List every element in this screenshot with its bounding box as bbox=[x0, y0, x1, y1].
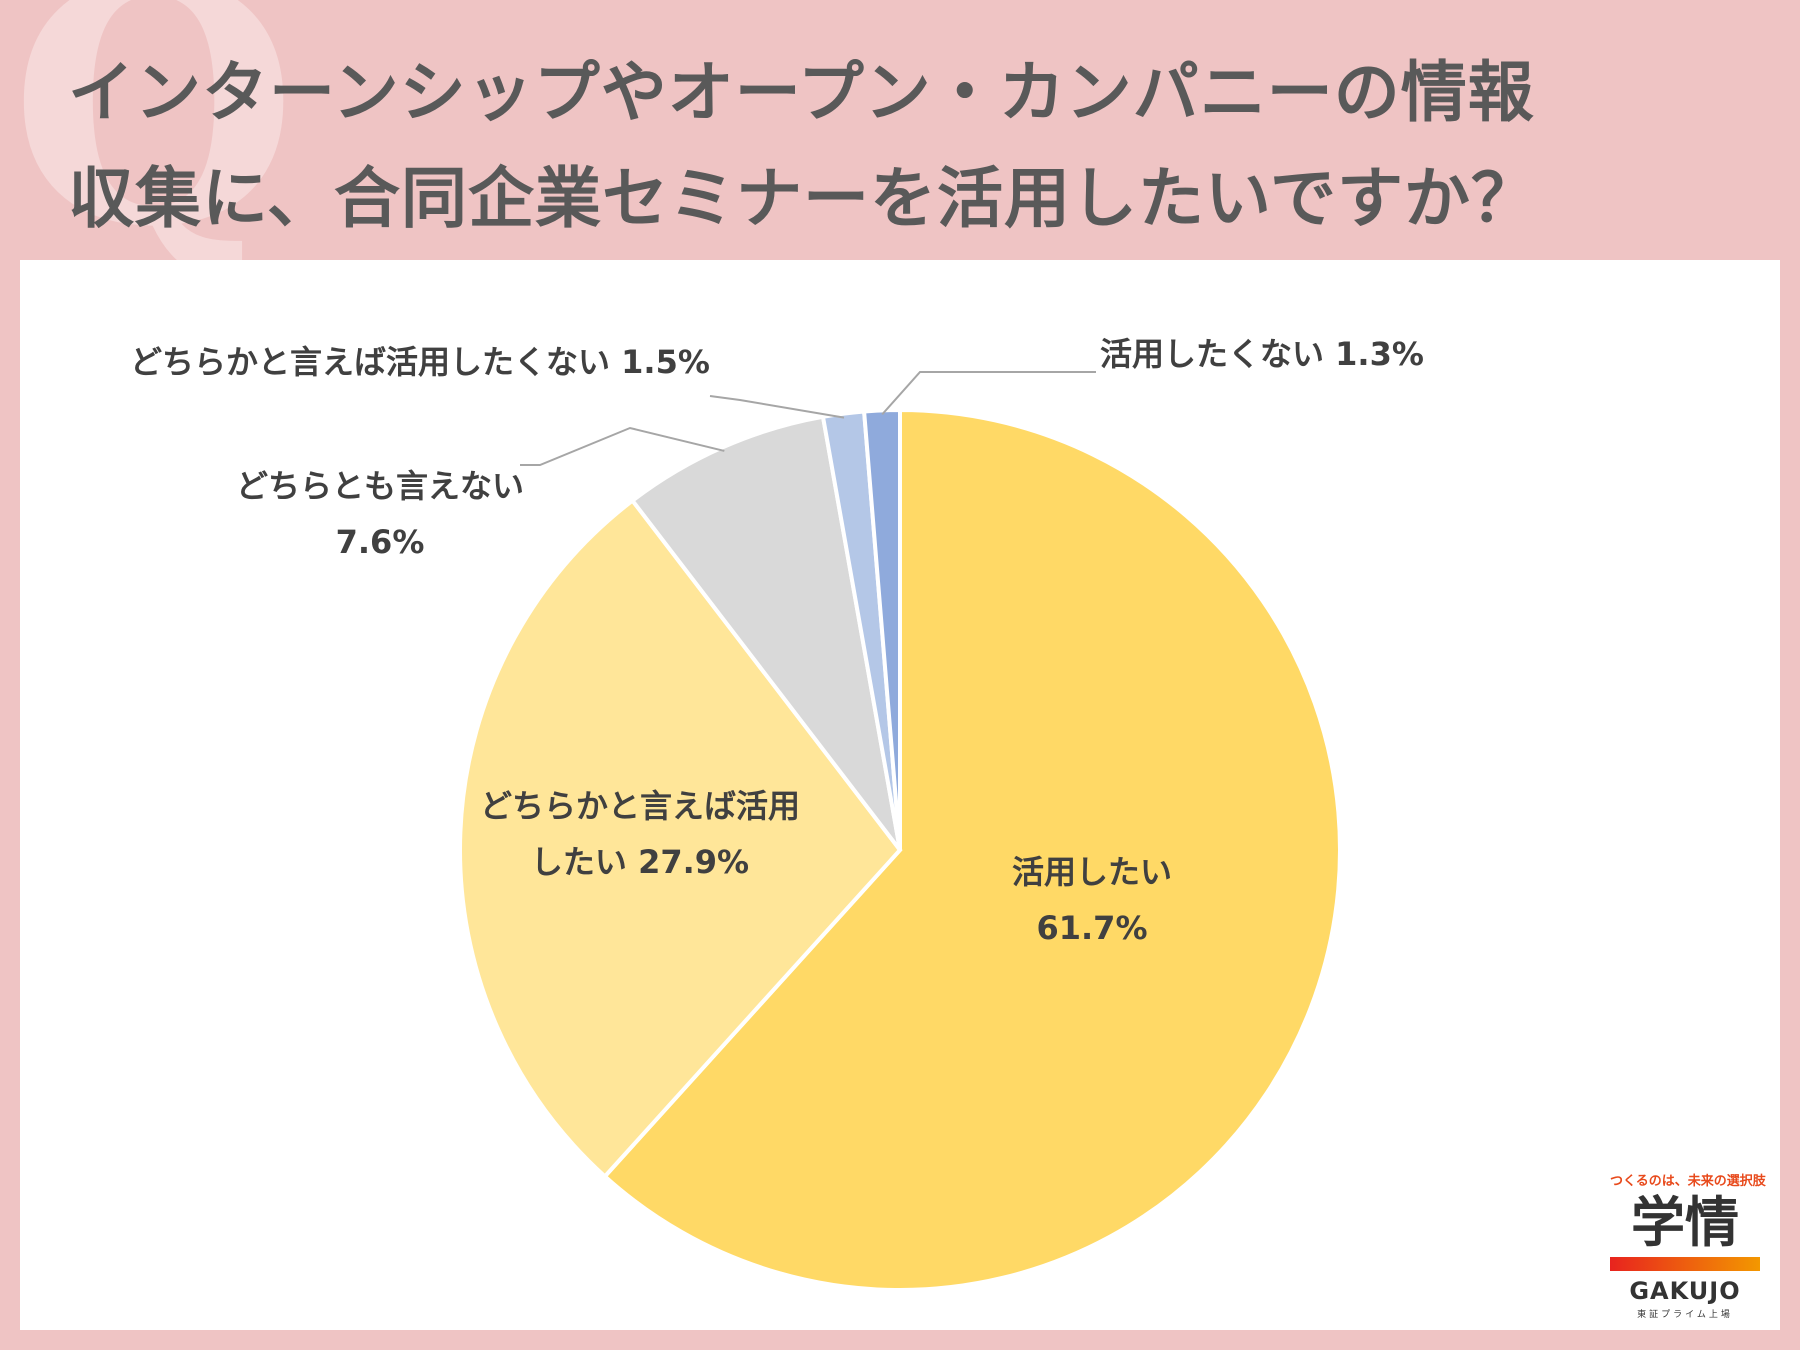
leader-line-2 bbox=[520, 426, 725, 466]
logo-kanji: 学情 bbox=[1631, 1191, 1739, 1254]
slice-label-3-name: どちらかと言えば活用したくない bbox=[130, 343, 611, 381]
logo-bar bbox=[1610, 1257, 1760, 1271]
pie-chart bbox=[458, 371, 1342, 1292]
slice-label-4-row: 活用したくない 1.3% bbox=[1100, 326, 1440, 382]
leader-line-4 bbox=[881, 371, 1096, 416]
title-line-2: 収集に、合同企業セミナーを活用したいですか？ bbox=[68, 160, 1539, 237]
slice-label-shitakunai: 活用したくない 1.3% bbox=[1100, 326, 1440, 382]
slice-label-1-name-2: したい bbox=[530, 843, 627, 881]
slice-label-4-name: 活用したくない bbox=[1100, 335, 1325, 373]
slice-label-2-value: 7.6% bbox=[335, 523, 425, 561]
gakujo-logo: つくるのは、未来の選択肢 学情 GAKUJO 東証プライム上場 bbox=[1610, 1170, 1766, 1320]
slice-label-dochira-tomo: どちらとも言えない 7.6% bbox=[230, 458, 530, 570]
chart-panel: 活用したい 61.7% どちらかと言えば活用 したい 27.9% どちらとも言え… bbox=[20, 260, 1780, 1330]
page-title: インターンシップやオープン・カンパニーの情報 収集に、合同企業セミナーを活用した… bbox=[68, 40, 1768, 252]
slice-label-dochiraka-katsuyou-shitai: どちらかと言えば活用 したい 27.9% bbox=[460, 778, 820, 890]
slice-label-0-value: 61.7% bbox=[1036, 909, 1148, 947]
slice-label-3-row: どちらかと言えば活用したくない 1.5% bbox=[130, 334, 730, 390]
logo-tagline: つくるのは、未来の選択肢 bbox=[1610, 1174, 1766, 1189]
slice-label-4-value: 1.3% bbox=[1335, 335, 1424, 373]
slice-label-2-name: どちらとも言えない bbox=[235, 467, 524, 505]
slice-label-dochiraka-shitakunai: どちらかと言えば活用したくない 1.5% bbox=[130, 334, 730, 390]
slice-label-1-name: どちらかと言えば活用 bbox=[479, 787, 800, 825]
pie-slice-0 bbox=[602, 407, 1342, 1292]
slice-label-3-value: 1.5% bbox=[621, 343, 710, 381]
logo-name: GAKUJO bbox=[1629, 1277, 1741, 1305]
slice-label-0-name: 活用したい bbox=[1011, 853, 1172, 891]
leader-line-3 bbox=[709, 395, 845, 419]
slice-label-1-row2: したい 27.9% bbox=[460, 834, 820, 890]
slice-label-1-value: 27.9% bbox=[638, 843, 750, 881]
logo-sub: 東証プライム上場 bbox=[1637, 1310, 1733, 1320]
pie-slice-2 bbox=[629, 414, 902, 852]
pie-slice-4 bbox=[861, 407, 902, 851]
pie-slice-1 bbox=[458, 497, 903, 1180]
slice-label-katsuyou-shitai: 活用したい 61.7% bbox=[972, 844, 1212, 956]
title-line-1: インターンシップやオープン・カンパニーの情報 bbox=[68, 54, 1535, 131]
question-mark-decoration: Q bbox=[10, 0, 298, 299]
